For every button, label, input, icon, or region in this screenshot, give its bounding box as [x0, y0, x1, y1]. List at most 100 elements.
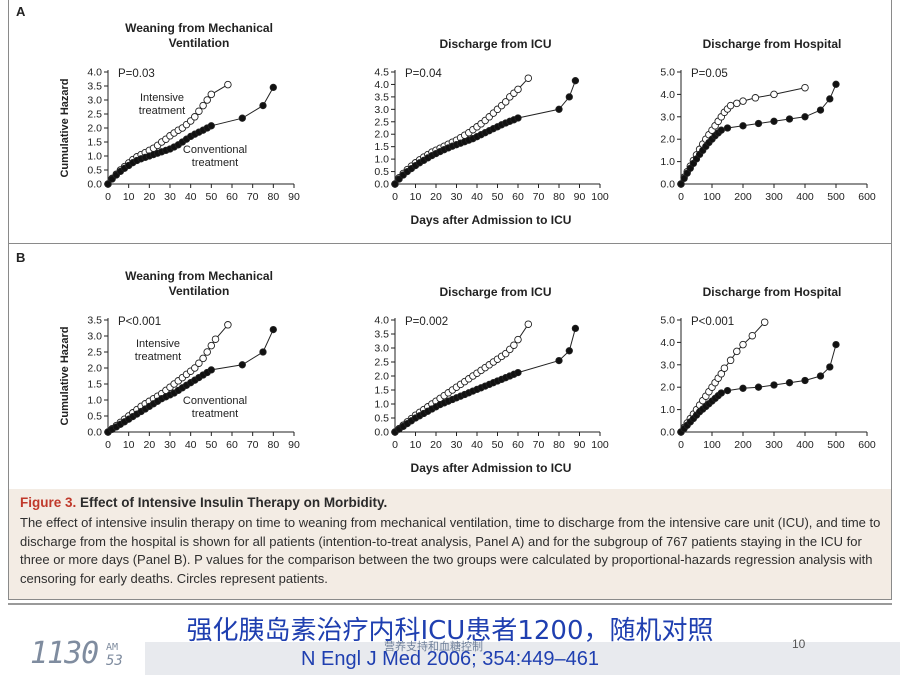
intensive-point [760, 318, 769, 326]
y-tick-label: 2.0 [374, 129, 389, 141]
conventional-point [826, 95, 834, 103]
conventional-point [801, 113, 809, 121]
y-tick-label: 1.5 [87, 379, 102, 391]
y-tick-label: 0.0 [374, 427, 389, 439]
clock-ampm: AM [106, 642, 119, 653]
y-tick-label: 3.5 [87, 81, 102, 93]
x-tick-label: 10 [123, 439, 135, 451]
x-tick-label: 40 [185, 439, 197, 451]
conventional-point [739, 384, 747, 392]
intensive-point [195, 107, 203, 115]
y-tick-label: 0.0 [660, 179, 675, 191]
footer-band [145, 642, 900, 675]
y-tick-label: 0.0 [374, 179, 389, 191]
x-tick-label: 20 [430, 439, 442, 451]
y-tick-label: 2.5 [87, 109, 102, 121]
conventional-point [259, 348, 267, 356]
conventional-point [832, 80, 840, 88]
x-tick-label: 20 [143, 191, 155, 203]
y-tick-label: 2.5 [374, 116, 389, 128]
p-value-annotation: P<0.001 [118, 316, 161, 328]
caption-title: Figure 3. Effect of Intensive Insulin Th… [20, 495, 881, 510]
conventional-point [723, 386, 732, 395]
y-tick-label: 0.0 [87, 427, 102, 439]
conventional-point [391, 180, 399, 188]
intensive-point [224, 321, 232, 329]
y-tick-label: 0.5 [87, 165, 102, 177]
x-tick-label: 30 [451, 439, 463, 451]
x-tick-label: 60 [512, 191, 524, 203]
x-tick-label: 50 [205, 191, 217, 203]
x-tick-label: 70 [533, 439, 545, 451]
y-tick-label: 4.0 [660, 337, 675, 349]
intensive-point [739, 97, 747, 105]
p-value-annotation: P=0.03 [118, 68, 155, 80]
x-tick-label: 10 [410, 191, 422, 203]
slide-title: 强化胰岛素治疗内科ICU患者1200，随机对照 [186, 616, 714, 646]
x-tick-label: 60 [512, 439, 524, 451]
chart-6: Discharge from Hospital 0.0 1.0 2.0 3.0 4.0 5.… [660, 285, 876, 451]
x-tick-label: 0 [678, 439, 684, 451]
y-tick-label: 1.0 [87, 151, 102, 163]
x-tick-label: 90 [288, 191, 300, 203]
x-tick-label: 40 [471, 439, 483, 451]
x-tick-label: 20 [430, 191, 442, 203]
x-axis-title-a: Days after Admission to ICU [411, 213, 572, 227]
conventional-point [826, 363, 834, 371]
y-tick-label: 1.5 [374, 141, 389, 153]
x-tick-label: 80 [267, 191, 279, 203]
conventional-point [754, 119, 763, 128]
conventional-point [207, 366, 215, 374]
conventional-series-label: Conventional treatment [183, 144, 247, 169]
x-tick-label: 60 [226, 439, 238, 451]
y-tick-label: 4.0 [660, 89, 675, 101]
y-tick-label: 1.5 [374, 385, 389, 397]
conventional-point [785, 115, 794, 123]
x-tick-label: 10 [410, 439, 422, 451]
y-axis-label: Cumulative Hazard [59, 78, 71, 177]
chart-title: Discharge from ICU [439, 285, 551, 299]
x-tick-label: 50 [492, 439, 504, 451]
intensive-point [207, 90, 216, 99]
y-tick-label: 1.0 [374, 154, 389, 166]
y-tick-label: 2.0 [87, 123, 102, 135]
conventional-point [754, 383, 763, 391]
y-tick-label: 3.5 [87, 315, 102, 327]
y-tick-label: 5.0 [660, 67, 675, 79]
intensive-point [211, 335, 220, 343]
x-tick-label: 0 [678, 191, 684, 203]
y-tick-label: 1.0 [87, 395, 102, 407]
conventional-point [565, 347, 573, 355]
y-tick-label: 2.0 [660, 134, 675, 146]
x-tick-label: 90 [574, 191, 586, 203]
y-tick-label: 2.5 [87, 347, 102, 359]
caption-body: The effect of intensive insulin therapy … [20, 515, 881, 586]
chart-1: Weaning from Mechanical Ventilation 0.0 0.5… [59, 21, 300, 203]
intensive-point [524, 74, 533, 82]
x-tick-label: 30 [164, 439, 176, 451]
x-tick-label: 400 [796, 191, 814, 203]
intensive-point [199, 101, 207, 110]
y-tick-label: 2.5 [374, 357, 389, 369]
conventional-point [571, 77, 580, 85]
p-value-annotation: P=0.05 [691, 68, 728, 80]
y-tick-label: 1.0 [660, 404, 675, 416]
bottom-rule [8, 603, 892, 605]
p-value-annotation: P=0.04 [405, 68, 442, 80]
conventional-point [770, 117, 778, 125]
x-tick-label: 400 [796, 439, 814, 451]
intensive-point [717, 370, 726, 378]
conventional-point [677, 180, 685, 188]
y-tick-label: 5.0 [660, 315, 675, 327]
intensive-point [524, 320, 533, 328]
x-tick-label: 90 [574, 439, 586, 451]
chart-4: Weaning from Mechanical Ventilation 0.0 0.5… [59, 269, 300, 451]
p-value-annotation: P=0.002 [405, 316, 448, 328]
x-tick-label: 200 [734, 439, 752, 451]
x-tick-label: 600 [858, 439, 876, 451]
caption-title-text: Effect of Intensive Insulin Therapy on M… [80, 495, 388, 510]
y-tick-label: 1.0 [660, 156, 675, 168]
x-tick-label: 70 [247, 191, 259, 203]
x-tick-label: 0 [105, 439, 111, 451]
intensive-point [748, 331, 757, 340]
